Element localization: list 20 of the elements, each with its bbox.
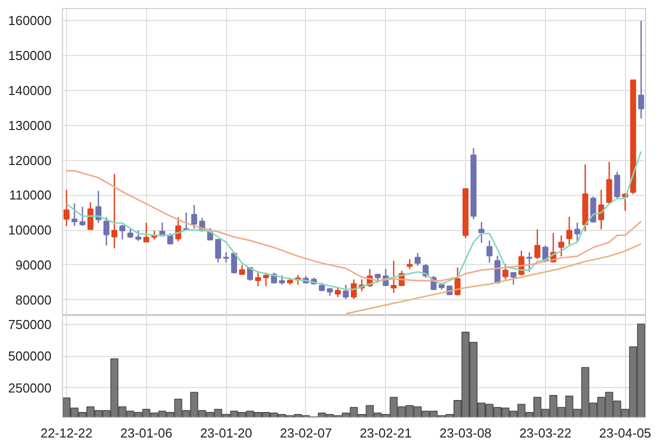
x-tick-label: 23-03-08 [440, 426, 492, 440]
x-tick-label: 23-03-22 [519, 426, 572, 440]
y-tick-label: 500000 [8, 348, 52, 364]
x-tick-label: 23-01-20 [200, 426, 252, 440]
y-tick-label: 110000 [9, 188, 52, 203]
y-tick-label: 150000 [8, 48, 52, 64]
y-tick-label: 250000 [8, 380, 52, 396]
x-tick-label: 23-02-21 [360, 426, 412, 440]
y-tick-label: 90000 [15, 257, 52, 272]
y-tick-label: 750000 [8, 317, 52, 332]
y-tick-label: 120000 [8, 152, 52, 168]
x-tick-label: 23-01-06 [120, 426, 172, 440]
x-tick-label: 23-04-05 [599, 426, 652, 440]
x-tick-label: 22-12-22 [40, 426, 93, 440]
y-tick-label: 140000 [8, 82, 52, 98]
y-tick-label: 160000 [8, 13, 52, 28]
x-tick-label: 23-02-07 [280, 426, 332, 440]
y-tick-label: 80000 [15, 292, 52, 308]
y-tick-label: 130000 [8, 118, 52, 133]
y-tick-label: 100000 [8, 222, 52, 238]
